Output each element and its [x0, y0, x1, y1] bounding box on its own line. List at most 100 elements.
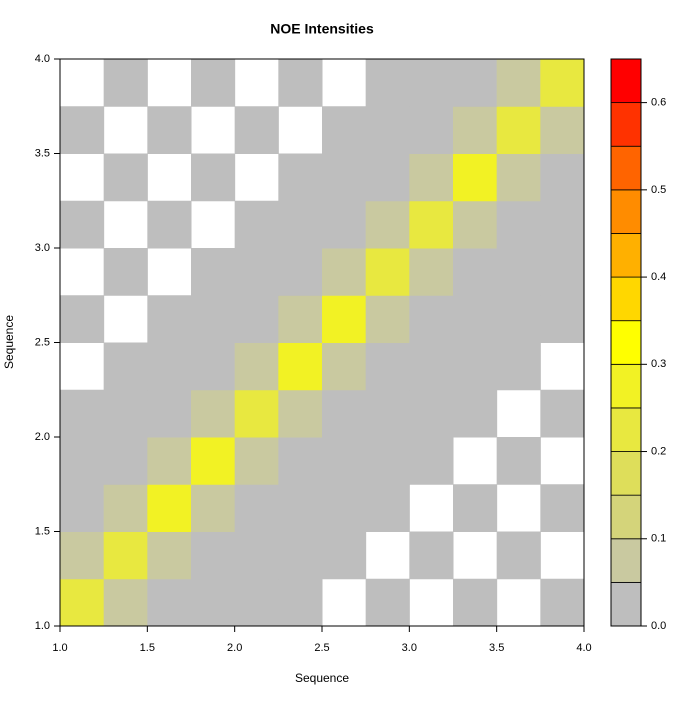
heat-cell: [191, 389, 236, 438]
heat-cell: [234, 106, 279, 154]
heat-cell: [278, 248, 323, 296]
colorbar-band: [610, 233, 642, 278]
heat-cell: [191, 484, 236, 532]
heat-cell: [365, 106, 410, 154]
heat-cell: [60, 531, 105, 580]
colorbar-tick-label: 0.4: [651, 271, 666, 283]
colorbar-band: [610, 58, 642, 104]
colorbar-tick-label: 0.5: [651, 184, 666, 196]
heat-cell: [365, 342, 410, 391]
heat-cell: [540, 578, 585, 627]
heat-cell: [147, 295, 192, 343]
heat-cell: [278, 484, 323, 532]
heat-cell: [540, 389, 585, 438]
x-axis-label: Sequence: [295, 671, 349, 685]
heat-cell: [278, 295, 323, 343]
heat-cell: [278, 200, 323, 249]
heat-cell: [322, 106, 367, 154]
colorbar-frame: [610, 58, 642, 627]
heat-cell: [60, 437, 105, 485]
heat-cell: [234, 389, 279, 438]
heat-cell: [191, 578, 236, 627]
heat-cell: [234, 437, 279, 485]
heat-cell: [365, 248, 410, 296]
heat-cell: [365, 484, 410, 532]
heat-cell: [453, 153, 498, 202]
heat-cell: [453, 106, 498, 154]
heat-cell: [540, 484, 585, 532]
heat-cell: [191, 153, 236, 202]
heat-cell: [147, 578, 192, 627]
heat-cell: [322, 295, 367, 343]
heat-cell: [191, 248, 236, 296]
heat-cell: [496, 531, 541, 580]
heat-cell: [234, 342, 279, 391]
heat-cell: [103, 248, 148, 296]
heat-cell: [365, 389, 410, 438]
y-tick-label: 1.5: [35, 525, 50, 537]
heat-cell: [147, 342, 192, 391]
heat-cell: [496, 248, 541, 296]
heat-cell: [278, 578, 323, 627]
heat-cell: [191, 59, 236, 107]
heat-cell: [278, 153, 323, 202]
heat-cell: [234, 578, 279, 627]
heat-cell: [278, 342, 323, 391]
x-tick-label: 3.0: [402, 642, 417, 654]
heat-cell: [453, 295, 498, 343]
heat-cell: [103, 531, 148, 580]
heat-cell: [278, 389, 323, 438]
heat-cell: [496, 59, 541, 107]
colorbar-tick-label: 0.3: [651, 358, 666, 370]
colorbar-band: [610, 189, 642, 234]
heat-cell: [322, 484, 367, 532]
y-tick-label: 2.5: [35, 336, 50, 348]
x-tick-label: 3.5: [489, 642, 504, 654]
x-tick-label: 2.5: [314, 642, 329, 654]
heat-cell: [147, 106, 192, 154]
colorbar-band: [610, 363, 642, 409]
heat-cell: [453, 59, 498, 107]
heat-cell: [540, 106, 585, 154]
heat-cell: [322, 200, 367, 249]
heat-cell: [322, 153, 367, 202]
heat-cell: [103, 437, 148, 485]
heat-cell: [278, 531, 323, 580]
heat-cell: [234, 484, 279, 532]
heat-cell: [496, 342, 541, 391]
heat-cell: [409, 59, 454, 107]
heat-cell: [103, 484, 148, 532]
heat-cell: [453, 578, 498, 627]
heat-cell: [322, 248, 367, 296]
heat-cell: [60, 295, 105, 343]
heat-cell: [409, 437, 454, 485]
heat-cell: [540, 295, 585, 343]
heat-cell: [60, 106, 105, 154]
heat-cell: [60, 578, 105, 627]
heat-cell: [540, 153, 585, 202]
heat-cell: [322, 531, 367, 580]
y-tick-label: 2.0: [35, 431, 50, 443]
colorbar-band: [610, 102, 642, 147]
heat-cell: [147, 531, 192, 580]
heat-cell: [540, 200, 585, 249]
heat-cell: [365, 437, 410, 485]
heat-cell: [147, 484, 192, 532]
heat-cell: [191, 437, 236, 485]
heat-cell: [103, 59, 148, 107]
heat-cell: [365, 153, 410, 202]
heat-cell: [496, 106, 541, 154]
y-tick-label: 4.0: [35, 53, 50, 65]
heat-cell: [103, 153, 148, 202]
colorbar-band: [610, 145, 642, 191]
heat-cell: [496, 437, 541, 485]
heat-cell: [234, 248, 279, 296]
heat-cell: [234, 200, 279, 249]
x-tick-label: 1.5: [140, 642, 155, 654]
heat-cell: [453, 342, 498, 391]
heat-cell: [409, 531, 454, 580]
colorbar-band: [610, 581, 642, 627]
heat-cell: [365, 295, 410, 343]
colorbar-band: [610, 407, 642, 452]
